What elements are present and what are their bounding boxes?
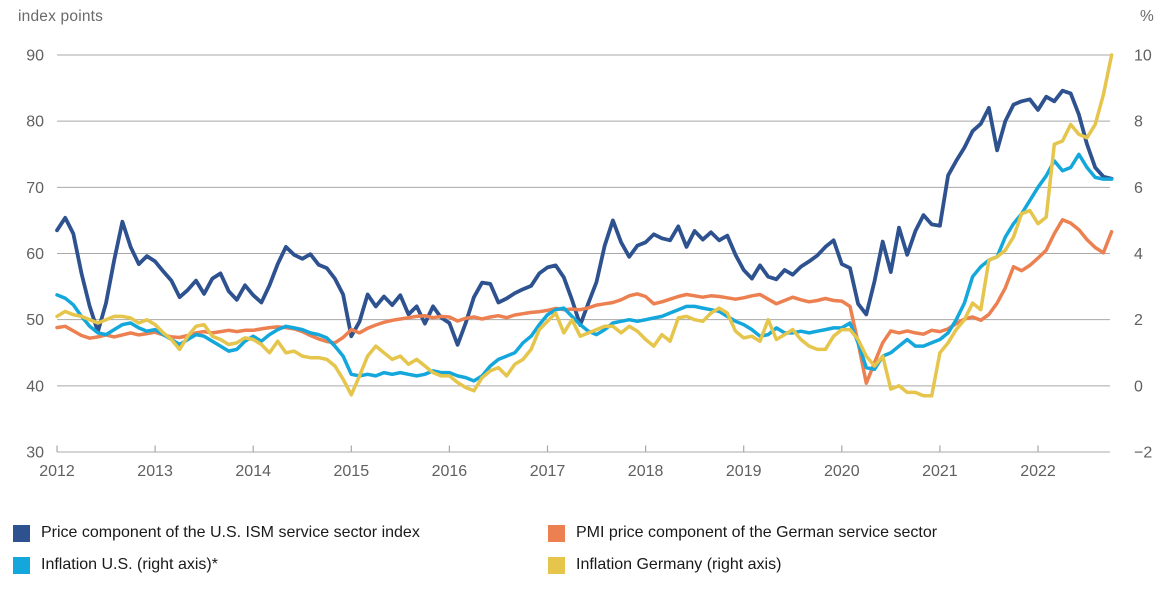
x-axis-tick-label: 2012 bbox=[39, 463, 75, 480]
series-line-inflation_germany bbox=[55, 53, 1114, 398]
legend-item-pmi-germany: PMI price component of the German servic… bbox=[548, 524, 937, 542]
legend-item-ism-us: Price component of the U.S. ISM service … bbox=[13, 524, 420, 542]
y-axis-tick-label-left: 40 bbox=[26, 378, 44, 395]
y-axis-tick-label-right: 6 bbox=[1134, 180, 1143, 197]
y-axis-tick-label-right: −2 bbox=[1134, 445, 1152, 462]
x-axis-tick-label: 2018 bbox=[628, 463, 664, 480]
y-axis-tick-label-left: 90 bbox=[26, 48, 44, 65]
y-axis-tick-label-left: 50 bbox=[26, 312, 44, 329]
x-axis-tick-label: 2015 bbox=[334, 463, 370, 480]
legend-item-inflation-us: Inflation U.S. (right axis)* bbox=[13, 556, 218, 574]
inflation-us-swatch-icon bbox=[13, 556, 30, 574]
x-axis-tick-label: 2016 bbox=[432, 463, 468, 480]
y-axis-tick-label-right: 4 bbox=[1134, 246, 1143, 263]
legend-label: Inflation Germany (right axis) bbox=[576, 556, 782, 573]
legend-label: Inflation U.S. (right axis)* bbox=[41, 556, 218, 573]
legend-label: Price component of the U.S. ISM service … bbox=[41, 524, 420, 541]
x-axis-tick-label: 2020 bbox=[824, 463, 860, 480]
inflation-germany-swatch-icon bbox=[548, 556, 565, 574]
y-axis-tick-label-left: 70 bbox=[26, 180, 44, 197]
x-axis-tick-label: 2014 bbox=[235, 463, 271, 480]
y-axis-tick-label-right: 8 bbox=[1134, 114, 1143, 131]
y-axis-tick-label-left: 80 bbox=[26, 114, 44, 131]
legend-label: PMI price component of the German servic… bbox=[576, 524, 938, 541]
x-axis-tick-label: 2013 bbox=[137, 463, 173, 480]
x-axis-tick-label: 2021 bbox=[922, 463, 958, 480]
right-axis-title: % bbox=[1140, 8, 1154, 25]
y-axis-tick-label-right: 10 bbox=[1134, 48, 1152, 65]
y-axis-tick-label-left: 60 bbox=[26, 246, 44, 263]
x-axis-tick-label: 2017 bbox=[530, 463, 566, 480]
y-axis-tick-label-right: 2 bbox=[1134, 312, 1143, 329]
series-line-inflation_us bbox=[55, 152, 1114, 383]
ism-us-swatch-icon bbox=[13, 524, 30, 542]
series-line-pmi_germany bbox=[55, 218, 1114, 385]
left-axis-title: index points bbox=[18, 8, 104, 25]
y-axis-tick-label-right: 0 bbox=[1134, 378, 1143, 395]
series-line-ism_us bbox=[55, 88, 1114, 347]
chart-canvas: 90 10 80 8 70 6 60 4 50 2 40 0 30 −2 2012 2013 2014 2015 2… bbox=[26, 48, 1152, 481]
x-axis-tick-label: 2022 bbox=[1020, 463, 1056, 480]
legend-item-inflation-germany: Inflation Germany (right axis) bbox=[548, 556, 781, 574]
y-axis-tick-label-left: 30 bbox=[26, 445, 44, 462]
pmi-germany-swatch-icon bbox=[548, 524, 565, 542]
x-axis-tick-label: 2019 bbox=[726, 463, 762, 480]
